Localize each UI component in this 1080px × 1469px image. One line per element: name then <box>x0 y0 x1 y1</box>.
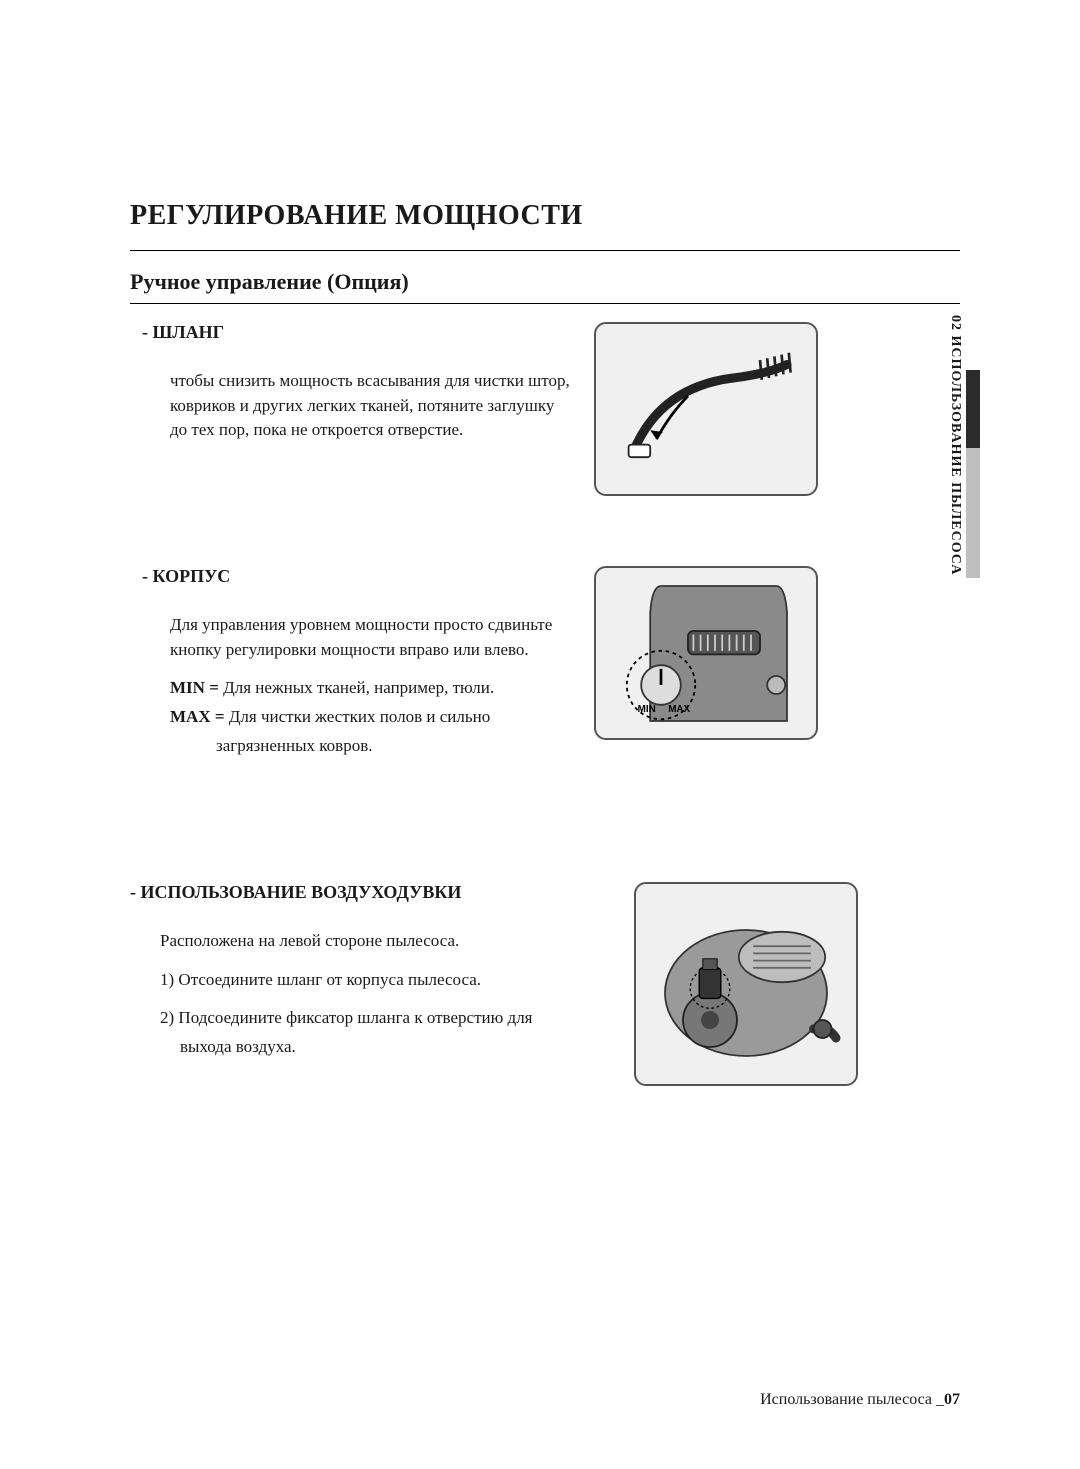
blower-loc: Расположена на левой стороне пылесоса. <box>160 929 610 954</box>
max-text: Для чистки жестких полов и сильно <box>225 707 491 726</box>
body-min: MIN = Для нежных тканей, например, тюли. <box>170 676 570 701</box>
max-label: MAX = <box>170 707 225 726</box>
body-max2: загрязненных ковров. <box>216 734 570 759</box>
blower-title: - ИСПОЛЬЗОВАНИЕ ВОЗДУХОДУВКИ <box>130 882 610 903</box>
blower-step2b: выхода воздуха. <box>180 1035 610 1060</box>
body-text: - КОРПУС Для управления уровнем мощности… <box>130 566 570 772</box>
title-rule <box>130 250 960 251</box>
tab-marker-light <box>966 448 980 578</box>
blower-step1: 1) Отсоедините шланг от корпуса пылесоса… <box>160 968 610 993</box>
section-hose: - ШЛАНГ чтобы снизить мощность всасывани… <box>130 322 960 496</box>
footer-text: Использование пылесоса _ <box>760 1391 944 1408</box>
min-label: MIN = <box>170 678 219 697</box>
hose-icon <box>607 333 805 486</box>
body-desc: Для управления уровнем мощности просто с… <box>170 613 570 662</box>
page-footer: Использование пылесоса _07 <box>760 1391 960 1409</box>
subheading: Ручное управление (Опция) <box>130 269 960 295</box>
manual-page: РЕГУЛИРОВАНИЕ МОЩНОСТИ Ручное управление… <box>0 0 1080 1469</box>
vacuum-body-icon: MIN MAX <box>607 577 805 730</box>
blower-figure <box>634 882 858 1086</box>
tab-marker-dark <box>966 370 980 448</box>
hose-figure <box>594 322 818 496</box>
sub-rule <box>130 303 960 304</box>
tab-label-wrap: 02 ИСПОЛЬЗОВАНИЕ ПЫЛЕСОСА <box>944 300 966 590</box>
hose-title: - ШЛАНГ <box>142 322 570 343</box>
body-figure: MIN MAX <box>594 566 818 740</box>
page-title: РЕГУЛИРОВАНИЕ МОЩНОСТИ <box>130 200 960 232</box>
blower-step2: 2) Подсоедините фиксатор шланга к отверс… <box>160 1006 610 1031</box>
blower-text: - ИСПОЛЬЗОВАНИЕ ВОЗДУХОДУВКИ Расположена… <box>130 882 610 1074</box>
min-text: Для нежных тканей, например, тюли. <box>219 678 494 697</box>
body-title: - КОРПУС <box>142 566 570 587</box>
svg-text:MIN: MIN <box>638 704 656 715</box>
tab-label: 02 ИСПОЛЬЗОВАНИЕ ПЫЛЕСОСА <box>947 315 963 575</box>
hose-body: чтобы снизить мощность всасывания для чи… <box>170 369 570 443</box>
section-body: - КОРПУС Для управления уровнем мощности… <box>130 566 960 772</box>
side-tab: 02 ИСПОЛЬЗОВАНИЕ ПЫЛЕСОСА <box>944 300 980 590</box>
vacuum-side-icon <box>647 894 845 1074</box>
footer-page-number: 07 <box>944 1391 960 1408</box>
hose-text: - ШЛАНГ чтобы снизить мощность всасывани… <box>130 322 570 457</box>
svg-text:MAX: MAX <box>668 704 690 715</box>
section-blower: - ИСПОЛЬЗОВАНИЕ ВОЗДУХОДУВКИ Расположена… <box>130 882 960 1086</box>
body-max: MAX = Для чистки жестких полов и сильно <box>170 705 570 730</box>
